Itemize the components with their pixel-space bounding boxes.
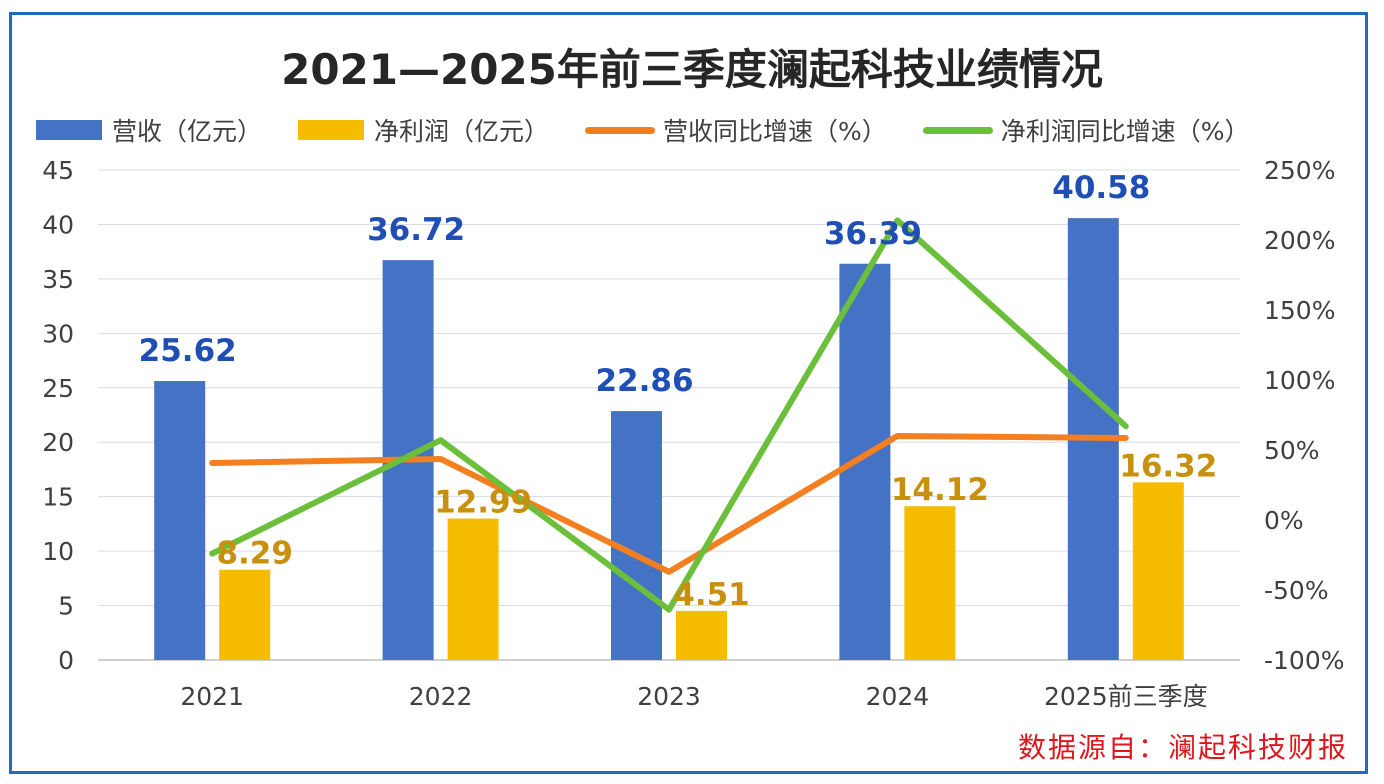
y-left-tick-label: 25 (42, 374, 74, 403)
legend-label-net-profit-growth: 净利润同比增速（%） (1000, 117, 1250, 146)
bar-net-profit (904, 506, 956, 660)
legend: 营收（亿元） 净利润（亿元） 营收同比增速（%） 净利润同比增速（%） (36, 112, 1250, 148)
data-label-revenue: 25.62 (139, 333, 237, 369)
x-tick-label: 2025前三季度 (1044, 682, 1208, 711)
x-tick-label: 2022 (409, 682, 473, 711)
legend-item-net-profit: 净利润（亿元） (298, 112, 549, 148)
data-label-revenue: 36.39 (824, 216, 922, 252)
legend-swatch-net-profit-growth (922, 126, 993, 134)
y-right-tick-label: 50% (1264, 436, 1320, 465)
x-tick-label: 2023 (637, 682, 701, 711)
bar-net-profit (1132, 482, 1184, 660)
y-left-tick-label: 20 (42, 428, 74, 457)
data-label-revenue: 36.72 (367, 212, 465, 248)
x-tick-label: 2024 (866, 682, 930, 711)
data-label-net-profit: 8.29 (216, 536, 293, 572)
bar-revenue (154, 381, 206, 660)
legend-swatch-revenue-growth (585, 126, 656, 134)
y-left-tick-label: 10 (42, 537, 74, 566)
legend-item-revenue: 营收（亿元） (36, 112, 262, 148)
y-left-tick-label: 40 (42, 210, 74, 239)
y-right-tick-label: -50% (1264, 576, 1329, 605)
y-left-tick-label: 15 (42, 483, 74, 512)
y-left-tick-label: 30 (42, 319, 74, 348)
bar-net-profit (676, 610, 727, 660)
legend-item-revenue-growth: 营收同比增速（%） (585, 112, 887, 148)
bar-revenue (611, 411, 662, 660)
legend-swatch-net-profit (298, 120, 365, 140)
chart-title: 2021—2025年前三季度澜起科技业绩情况 (281, 45, 1103, 94)
y-right-tick-label: 250% (1264, 156, 1335, 185)
legend-item-net-profit-growth: 净利润同比增速（%） (922, 112, 1250, 148)
data-label-net-profit: 16.32 (1119, 448, 1217, 484)
bar-net-profit (219, 569, 271, 660)
y-right-tick-label: 200% (1264, 226, 1335, 255)
legend-label-net-profit: 净利润（亿元） (374, 117, 550, 146)
data-label-net-profit: 14.12 (891, 472, 989, 508)
x-tick-label: 2021 (180, 682, 244, 711)
data-label-revenue: 22.86 (595, 363, 693, 399)
y-right-tick-label: 0% (1264, 506, 1304, 535)
y-right-tick-label: 100% (1264, 366, 1335, 395)
bar-net-profit (447, 518, 499, 660)
data-label-revenue: 40.58 (1052, 170, 1150, 206)
y-left-tick-label: 45 (42, 156, 74, 185)
legend-swatch-revenue (36, 120, 102, 140)
y-left-tick-label: 0 (58, 646, 74, 675)
y-left-tick-label: 5 (58, 592, 74, 621)
legend-label-revenue: 营收（亿元） (112, 117, 263, 146)
bar-revenue (839, 263, 891, 660)
source-note: 数据源自：澜起科技财报 (1017, 731, 1348, 764)
data-label-net-profit: 4.51 (673, 577, 750, 613)
legend-label-revenue-growth: 营收同比增速（%） (663, 117, 887, 146)
y-left-tick-label: 35 (42, 265, 74, 294)
y-right-tick-label: 150% (1264, 296, 1335, 325)
data-label-net-profit: 12.99 (434, 485, 532, 521)
y-right-tick-label: -100% (1264, 646, 1345, 675)
